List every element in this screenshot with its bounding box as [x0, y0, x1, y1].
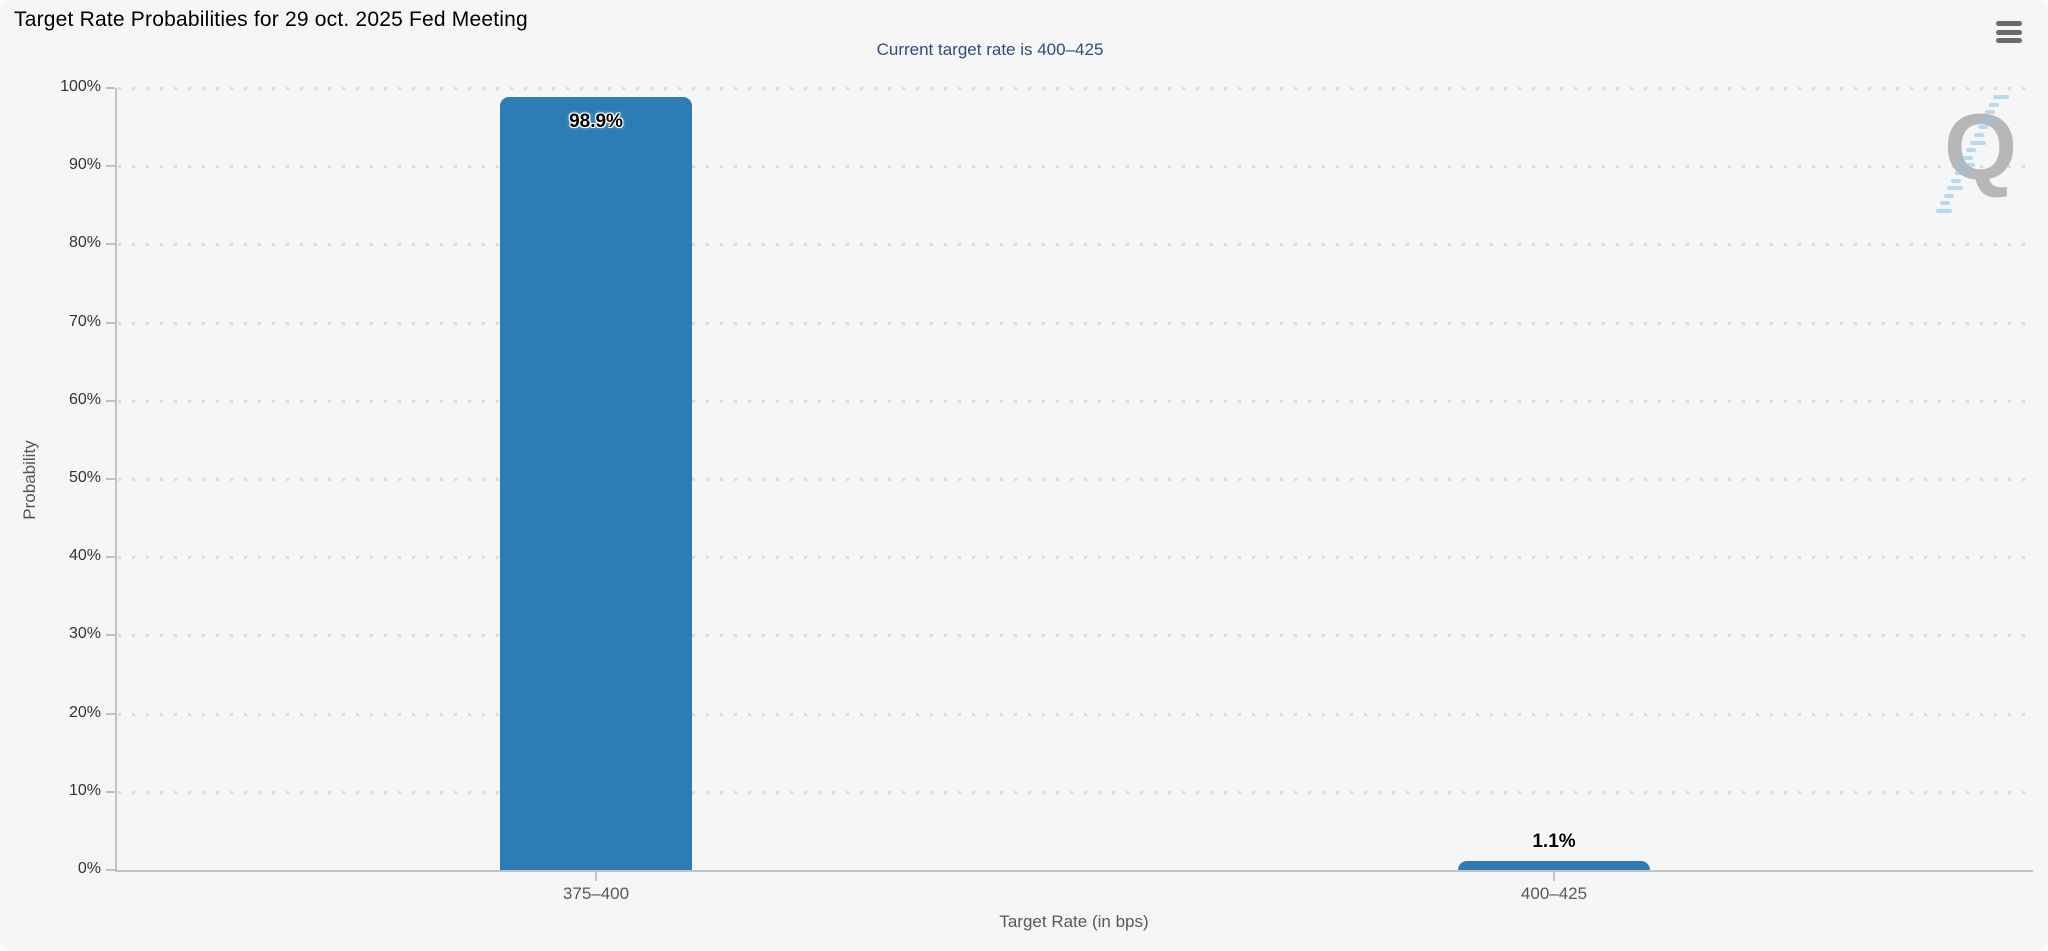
watermark-dash	[1985, 110, 1996, 115]
plot-area: 0% 10% 20% 30% 40% 50% 60% 70% 80% 90% 100% 98.9% 37…	[60, 78, 2034, 903]
y-tick-label: 70%	[68, 312, 101, 330]
y-tick	[106, 712, 115, 715]
x-tick	[595, 872, 597, 881]
bar-value-label: 98.9%	[569, 110, 623, 132]
watermark-dash	[1989, 102, 2000, 107]
x-category-label: 375–400	[562, 884, 630, 903]
x-tick	[1553, 872, 1555, 881]
y-tick	[106, 556, 115, 559]
chart-subtitle: Current target rate is 400–425	[876, 40, 1104, 59]
x-axis-title: Target Rate (in bps)	[999, 912, 1149, 931]
watermark-dash	[1993, 95, 2009, 99]
y-gridline	[118, 321, 2034, 325]
watermark-dash	[1939, 201, 1950, 206]
y-tick-label: 40%	[68, 547, 101, 565]
y-tick	[106, 634, 115, 637]
y-tick	[106, 321, 115, 324]
watermark-dash	[1974, 133, 1984, 137]
y-tick-label: 90%	[68, 156, 101, 174]
watermark-dash	[1977, 125, 1988, 130]
y-tick	[106, 243, 115, 246]
y-tick	[106, 87, 115, 89]
watermark-dash	[1936, 209, 1952, 213]
y-tick-label: 10%	[68, 781, 101, 799]
y-gridline	[118, 399, 2034, 403]
watermark-dash	[1962, 155, 1973, 160]
y-tick	[106, 165, 115, 168]
watermark-dash	[1951, 178, 1962, 183]
y-tick	[106, 478, 115, 480]
chart-title: Target Rate Probabilities for 29 oct. 20…	[14, 8, 528, 31]
hamburger-icon	[1996, 21, 2022, 26]
y-gridline	[118, 478, 2034, 481]
y-gridline	[118, 712, 2034, 716]
y-tick-label: 30%	[68, 625, 101, 643]
watermark-dash	[1970, 140, 1987, 145]
watermark-dash	[1981, 117, 1998, 122]
y-tick-label: 60%	[68, 390, 101, 408]
watermark-q-logo: Q	[1944, 94, 2018, 199]
y-tick-label: 0%	[77, 860, 101, 877]
watermark-dash	[1958, 163, 1975, 168]
y-tick-label: 100%	[60, 78, 101, 95]
y-gridline	[118, 165, 2034, 169]
y-gridline	[118, 87, 2034, 90]
chart-bar[interactable]	[500, 96, 692, 870]
chart-bar[interactable]	[1458, 861, 1650, 870]
chart-context-menu-button[interactable]	[1996, 19, 2024, 45]
y-tick	[106, 399, 115, 402]
y-gridline	[118, 634, 2034, 638]
y-tick-label: 50%	[68, 469, 101, 486]
watermark-dash	[1947, 186, 1964, 191]
y-gridline	[118, 243, 2034, 247]
watermark-dash	[1955, 171, 1965, 175]
hamburger-icon	[1996, 29, 2022, 35]
y-gridline	[118, 790, 2034, 794]
watermark-dash	[1943, 193, 1954, 198]
x-category-label: 400–425	[1520, 884, 1588, 903]
y-tick	[106, 790, 115, 793]
y-gridline	[118, 556, 2034, 560]
y-tick	[106, 869, 115, 871]
bar-value-label: 1.1%	[1532, 831, 1576, 853]
hamburger-icon	[1996, 38, 2022, 43]
watermark-dash	[1966, 148, 1977, 153]
y-tick-label: 20%	[68, 703, 101, 721]
y-tick-label: 80%	[68, 234, 101, 252]
